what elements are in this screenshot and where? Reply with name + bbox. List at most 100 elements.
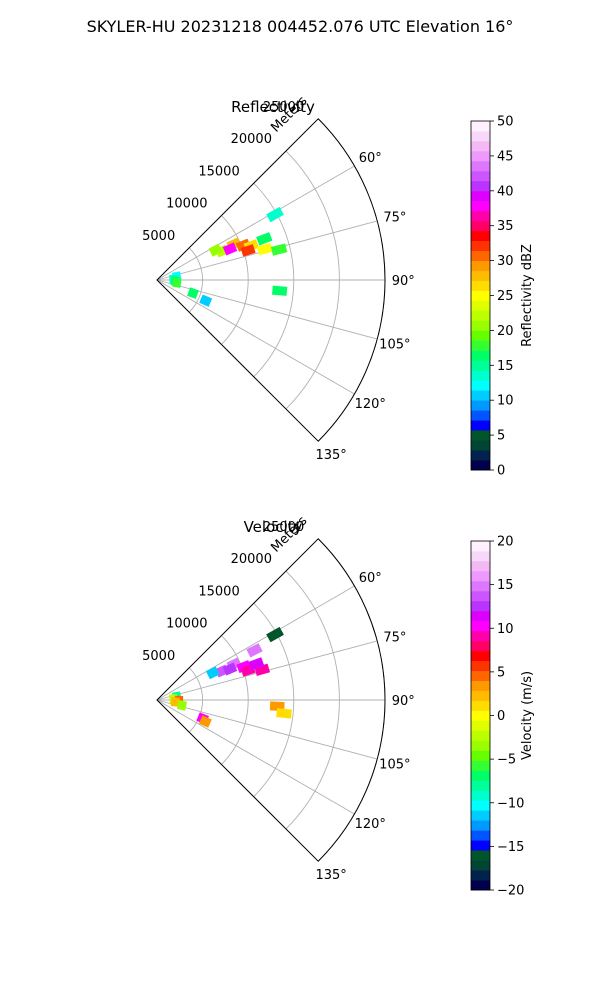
colorbar-swatch	[471, 420, 490, 431]
echo-cell	[205, 666, 220, 680]
colorbar-tick-label: 25	[497, 289, 514, 304]
range-tick-label: 10000	[166, 197, 207, 212]
colorbar-swatch	[471, 710, 490, 721]
azimuth-tick-label: 60°	[359, 151, 382, 166]
colorbar-swatch	[471, 680, 490, 691]
colorbar-swatch	[471, 250, 490, 261]
colorbar-swatch	[471, 840, 490, 851]
colorbar-swatch	[471, 770, 490, 781]
colorbar-tick-label: 5	[497, 665, 505, 680]
colorbar-swatch	[471, 830, 490, 841]
echo-cell	[272, 285, 288, 296]
azimuth-tick-label: 60°	[359, 571, 382, 586]
panel-title: Velocity	[244, 518, 303, 536]
colorbar-swatch	[471, 220, 490, 232]
colorbar-tick-label: −20	[497, 884, 524, 899]
echo-layer	[169, 206, 288, 307]
colorbar-swatch	[471, 320, 490, 331]
colorbar-swatch	[471, 200, 490, 212]
sector-outline	[156, 118, 386, 442]
colorbar-swatch	[471, 580, 490, 592]
colorbar-swatch	[471, 550, 490, 562]
colorbar-swatch	[471, 610, 490, 622]
colorbar-swatch	[471, 860, 490, 871]
colorbar-tick-label: 20	[497, 535, 514, 550]
range-tick-label: 20000	[231, 132, 272, 147]
panel-title: Reflectivity	[231, 98, 315, 116]
colorbar-swatch	[471, 880, 490, 891]
colorbar-swatch	[471, 800, 490, 811]
azimuth-gridline	[156, 279, 355, 395]
colorbar-tick-label: −10	[497, 796, 524, 811]
radar-panel-2: Velocity500010000150002000025000Meters60…	[142, 513, 535, 898]
colorbar-swatch	[471, 140, 490, 152]
colorbar-tick-label: 15	[497, 359, 514, 374]
colorbar-swatch	[471, 740, 490, 751]
colorbar-swatch	[471, 590, 490, 602]
colorbar-swatch	[471, 370, 490, 381]
colorbar-swatch	[471, 360, 490, 371]
colorbar-swatch	[471, 730, 490, 741]
colorbar-swatch	[471, 820, 490, 831]
colorbar: −20 −15 −10 −5 0 5 10 15 20 Velocity (m/s)	[470, 535, 535, 899]
echo-cell	[170, 697, 180, 707]
range-tick-label: 10000	[166, 617, 207, 632]
colorbar-swatch	[471, 380, 490, 391]
colorbar-swatch	[471, 790, 490, 801]
colorbar-swatch	[471, 390, 490, 401]
colorbar-swatch	[471, 560, 490, 572]
azimuth-tick-label: 135°	[315, 448, 346, 463]
colorbar-swatch	[471, 430, 490, 441]
colorbar-swatch	[471, 810, 490, 821]
figure-suptitle: SKYLER-HU 20231218 004452.076 UTC Elevat…	[87, 17, 514, 36]
echo-cell	[276, 708, 292, 719]
echo-layer	[169, 626, 292, 728]
azimuth-tick-label: 135°	[315, 868, 346, 883]
colorbar-swatch	[471, 870, 490, 881]
colorbar-swatch	[471, 150, 490, 162]
colorbar-swatch	[471, 630, 490, 642]
colorbar-swatch	[471, 300, 490, 311]
colorbar-swatch	[471, 190, 490, 202]
echo-cell	[222, 242, 238, 256]
colorbar-tick-label: 15	[497, 578, 514, 593]
echo-cell	[172, 277, 182, 288]
azimuth-gridline	[156, 699, 378, 760]
azimuth-tick-label: 105°	[379, 758, 410, 773]
colorbar-swatch	[471, 400, 490, 411]
echo-cell	[256, 232, 273, 246]
colorbar-tick-label: 35	[497, 219, 514, 234]
colorbar-swatch	[471, 260, 490, 271]
azimuth-tick-label: 75°	[383, 630, 406, 645]
colorbar: 0 5 10 15 20 25 30 35 40 45 50 Reflectivity dBZ	[470, 115, 535, 479]
echo-cell	[266, 206, 284, 223]
range-tick-label: 25000	[263, 100, 304, 115]
colorbar-tick-label: 50	[497, 115, 514, 130]
colorbar-swatch	[471, 170, 490, 182]
colorbar-swatch	[471, 620, 490, 632]
colorbar-swatch	[471, 330, 490, 341]
colorbar-swatch	[471, 600, 490, 612]
colorbar-tick-label: 0	[497, 709, 505, 724]
range-tick-label: 15000	[198, 584, 239, 599]
colorbar-label: Velocity (m/s)	[520, 671, 535, 760]
colorbar-swatch	[471, 440, 490, 451]
azimuth-tick-label: 90°	[392, 694, 415, 709]
echo-cell	[198, 715, 212, 728]
echo-cell	[256, 242, 273, 256]
colorbar-tick-label: −15	[497, 840, 524, 855]
colorbar-swatch	[471, 130, 490, 142]
echo-cell	[199, 294, 213, 307]
azimuth-tick-label: 75°	[383, 210, 406, 225]
colorbar-swatch	[471, 640, 490, 652]
colorbar-swatch	[471, 180, 490, 192]
colorbar-swatch	[471, 280, 490, 291]
colorbar-swatch	[471, 720, 490, 731]
echo-cell	[208, 243, 223, 257]
range-tick-label: 5000	[142, 229, 175, 244]
colorbar-swatch	[471, 210, 490, 222]
range-tick-label: 25000	[263, 520, 304, 535]
colorbar-swatch	[471, 570, 490, 582]
azimuth-tick-label: 105°	[379, 338, 410, 353]
